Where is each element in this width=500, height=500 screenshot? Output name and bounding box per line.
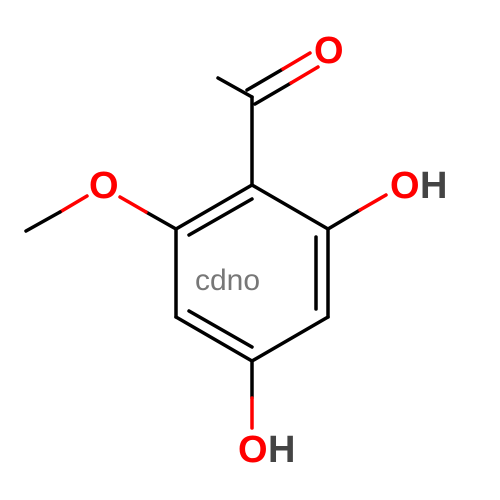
bond-c6-o4-b bbox=[120, 197, 146, 212]
atom-o1-label: O bbox=[314, 30, 344, 72]
bond-c6-o4-a bbox=[146, 212, 176, 229]
bond-c1-c2 bbox=[252, 185, 328, 229]
atom-o2-o: O bbox=[390, 165, 420, 207]
bond-c7-o1-b1 bbox=[255, 83, 291, 104]
atom-o3-h: H bbox=[268, 429, 295, 471]
bond-c2-o2-b bbox=[360, 195, 386, 210]
bond-o4-c8-b bbox=[26, 212, 60, 231]
bond-c2-o2-a bbox=[328, 210, 360, 229]
bond-c7-h bbox=[218, 78, 252, 97]
bond-c7-o1-a2 bbox=[283, 53, 310, 69]
atom-o3-o: O bbox=[238, 429, 268, 471]
molecule-canvas: O O H O H O cdno bbox=[0, 0, 500, 500]
bond-o4-c8-a bbox=[60, 196, 87, 212]
atom-o4-label: O bbox=[89, 165, 119, 207]
bond-c7-o1-a1 bbox=[247, 69, 283, 90]
watermark-text: cdno bbox=[195, 264, 260, 297]
bond-c3-c4 bbox=[252, 317, 328, 361]
atom-o2-h: H bbox=[420, 165, 447, 207]
